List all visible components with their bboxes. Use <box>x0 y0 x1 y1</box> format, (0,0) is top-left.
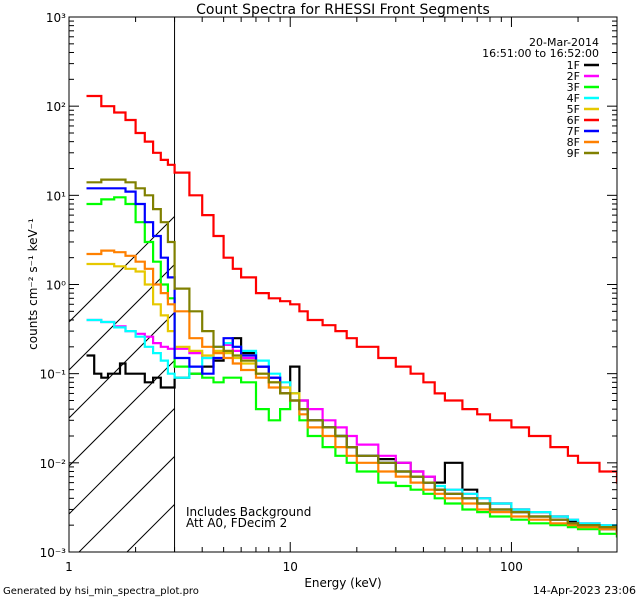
x-tick-labels: 1 10 100 <box>65 560 523 574</box>
legend-label-5F: 5F <box>567 103 580 116</box>
legend-label-4F: 4F <box>567 92 580 105</box>
legend-label-6F: 6F <box>567 114 580 127</box>
x-tick-label: 100 <box>500 560 523 574</box>
y-tick-label: 10³ <box>46 11 66 25</box>
legend-label-8F: 8F <box>567 136 580 149</box>
y-tick-label: 10⁰ <box>46 279 66 293</box>
legend-label-1F: 1F <box>567 59 580 72</box>
y-tick-labels: 10³ 10² 10¹ 10⁰ 10⁻¹ 10⁻² 10⁻³ <box>40 11 67 560</box>
legend-label-7F: 7F <box>567 125 580 138</box>
legend-label-2F: 2F <box>567 70 580 83</box>
series-6F <box>86 94 617 484</box>
footer-timestamp: 14-Apr-2023 23:06 <box>533 584 636 597</box>
x-tick-label: 10 <box>283 560 298 574</box>
annotation-attenuator: Att A0, FDecim 2 <box>186 516 287 530</box>
date-label: 20-Mar-2014 <box>529 36 599 49</box>
y-tick-label: 10⁻¹ <box>40 368 67 382</box>
axis-ticks <box>68 16 618 553</box>
annotation-background: Includes Background <box>186 505 311 519</box>
y-tick-label: 10¹ <box>46 189 66 203</box>
hatch-line <box>78 455 175 552</box>
chart-title: Count Spectra for RHESSI Front Segments <box>196 2 490 18</box>
y-axis-label: counts cm⁻² s⁻¹ keV⁻¹ <box>26 218 40 350</box>
y-tick-label: 10² <box>46 100 66 114</box>
y-tick-label: 10⁻³ <box>40 546 67 560</box>
time-range-label: 16:51:00 to 16:52:00 <box>482 47 599 60</box>
y-tick-label: 10⁻² <box>40 457 67 471</box>
footer-generated-by: Generated by hsi_min_spectra_plot.pro <box>3 586 199 597</box>
x-tick-label: 1 <box>65 560 73 574</box>
hatch-line <box>69 407 175 515</box>
hatch-line <box>69 263 175 371</box>
x-axis-label: Energy (keV) <box>304 576 381 590</box>
series-lines <box>86 94 617 538</box>
legend-label-3F: 3F <box>567 81 580 94</box>
legend-label-9F: 9F <box>567 147 580 160</box>
series-9F <box>86 178 617 533</box>
